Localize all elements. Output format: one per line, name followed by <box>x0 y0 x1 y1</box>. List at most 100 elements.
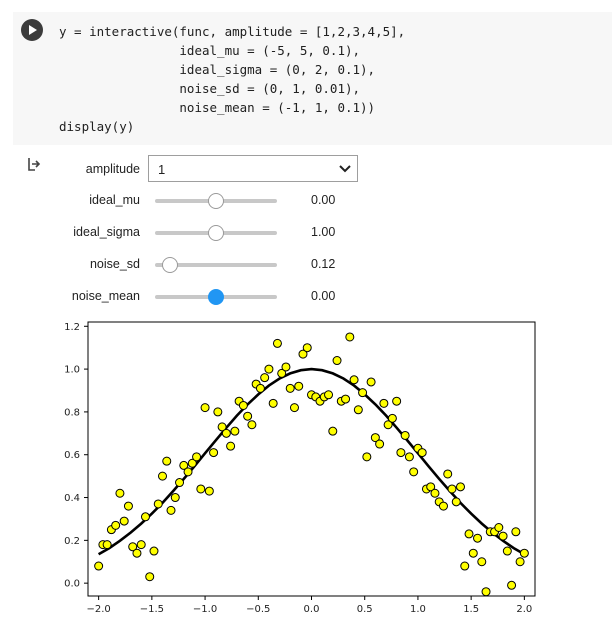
data-point <box>409 467 419 477</box>
data-point <box>285 383 295 393</box>
data-point <box>294 381 304 391</box>
data-point <box>166 505 176 515</box>
ideal-mu-slider-track[interactable] <box>155 193 277 209</box>
data-point <box>128 542 138 552</box>
data-point <box>94 561 104 571</box>
noise-sd-slider-handle[interactable] <box>161 257 178 273</box>
noise-sd-label: noise_sd <box>89 257 140 271</box>
data-point <box>153 499 163 509</box>
y-tick-label: 0.4 <box>64 493 80 504</box>
data-point <box>111 520 121 530</box>
data-point <box>170 493 180 503</box>
data-point <box>502 546 512 556</box>
plot-frame <box>87 321 536 597</box>
data-point <box>375 439 385 449</box>
data-point <box>387 413 397 423</box>
data-point <box>247 420 257 430</box>
y-tick-label: 1.2 <box>64 322 80 333</box>
noise-mean-value: 0.00 <box>311 289 336 303</box>
data-point <box>243 411 253 421</box>
data-point <box>353 405 363 415</box>
scatter-plot: −2.0 −1.5 −1.0 −0.5 0.0 0.5 1.0 1.5 2.0 0.0 0.2 0.4… <box>64 321 536 615</box>
data-point <box>396 448 406 458</box>
x-tick-label: 2.0 <box>516 604 532 615</box>
data-point <box>221 428 231 438</box>
run-cell-button[interactable] <box>21 19 43 41</box>
noise-mean-label: noise_mean <box>71 289 140 303</box>
data-point <box>400 430 410 440</box>
data-point <box>115 488 125 498</box>
data-point <box>362 452 372 462</box>
data-point <box>260 373 270 383</box>
data-point <box>417 448 427 458</box>
ideal-mu-slider-handle[interactable] <box>208 193 224 209</box>
data-point <box>268 398 278 408</box>
data-point <box>349 375 359 385</box>
data-point <box>175 478 185 488</box>
data-point <box>272 338 282 348</box>
x-tick-label: −1.0 <box>193 604 217 615</box>
data-point <box>464 529 474 539</box>
code-cell[interactable] <box>13 12 612 145</box>
code-line-3: ideal_sigma = (0, 2, 0.1), <box>59 62 376 77</box>
x-tick-label: 0.0 <box>304 604 320 615</box>
x-tick-label: −1.5 <box>140 604 164 615</box>
ideal-sigma-slider-handle[interactable] <box>208 225 224 241</box>
data-point <box>460 561 470 571</box>
data-point <box>404 452 414 462</box>
data-point <box>341 394 351 404</box>
noise-sd-slider-track[interactable] <box>155 257 277 273</box>
data-point <box>145 572 155 582</box>
noise-sd-value: 0.12 <box>311 257 336 271</box>
data-point <box>358 388 368 398</box>
data-point <box>447 484 457 494</box>
data-point <box>179 460 189 470</box>
data-point <box>140 512 150 522</box>
code-editor[interactable]: y = interactive(func, amplitude = [1,2,3… <box>59 22 405 136</box>
data-point <box>238 400 248 410</box>
data-point <box>473 533 483 543</box>
data-point <box>183 467 193 477</box>
data-point <box>481 587 491 597</box>
fit-curve-line <box>97 367 526 556</box>
noise-mean-slider-track[interactable] <box>155 289 277 305</box>
data-point <box>200 403 210 413</box>
data-point <box>102 540 112 550</box>
amplitude-select[interactable]: 1 <box>148 155 358 182</box>
data-point <box>226 441 236 451</box>
code-line-4: noise_sd = (0, 1, 0.01), <box>59 81 361 96</box>
data-point <box>332 356 342 366</box>
data-point <box>392 396 402 406</box>
data-point <box>277 368 287 378</box>
data-point <box>494 523 504 532</box>
data-point <box>456 482 465 492</box>
ideal-mu-value: 0.00 <box>311 193 336 207</box>
data-point <box>298 349 308 359</box>
y-tick-label: 1.0 <box>64 365 80 376</box>
data-point <box>468 548 478 558</box>
data-point <box>370 433 380 443</box>
data-point <box>511 527 521 537</box>
data-point <box>204 486 214 496</box>
data-point <box>123 501 133 511</box>
y-tick-label: 0.0 <box>64 579 80 590</box>
code-line-6: display(y) <box>59 119 135 134</box>
noise-mean-slider-handle[interactable] <box>208 289 224 305</box>
data-point <box>438 501 448 511</box>
x-tick-label: 0.5 <box>357 604 373 615</box>
x-tick-label: −0.5 <box>246 604 270 615</box>
x-tick-label: 1.5 <box>463 604 479 615</box>
amplitude-selected-value: 1 <box>158 162 166 177</box>
data-point <box>328 426 338 436</box>
data-point <box>302 343 312 353</box>
data-point <box>289 403 299 413</box>
data-point <box>119 516 129 526</box>
ideal-mu-label: ideal_mu <box>89 193 140 207</box>
data-point <box>187 458 197 468</box>
data-point <box>213 407 223 417</box>
data-point <box>192 452 202 462</box>
data-point <box>498 531 508 541</box>
data-point <box>366 377 376 387</box>
data-point <box>477 557 487 567</box>
ideal-sigma-slider-track[interactable] <box>155 225 277 241</box>
